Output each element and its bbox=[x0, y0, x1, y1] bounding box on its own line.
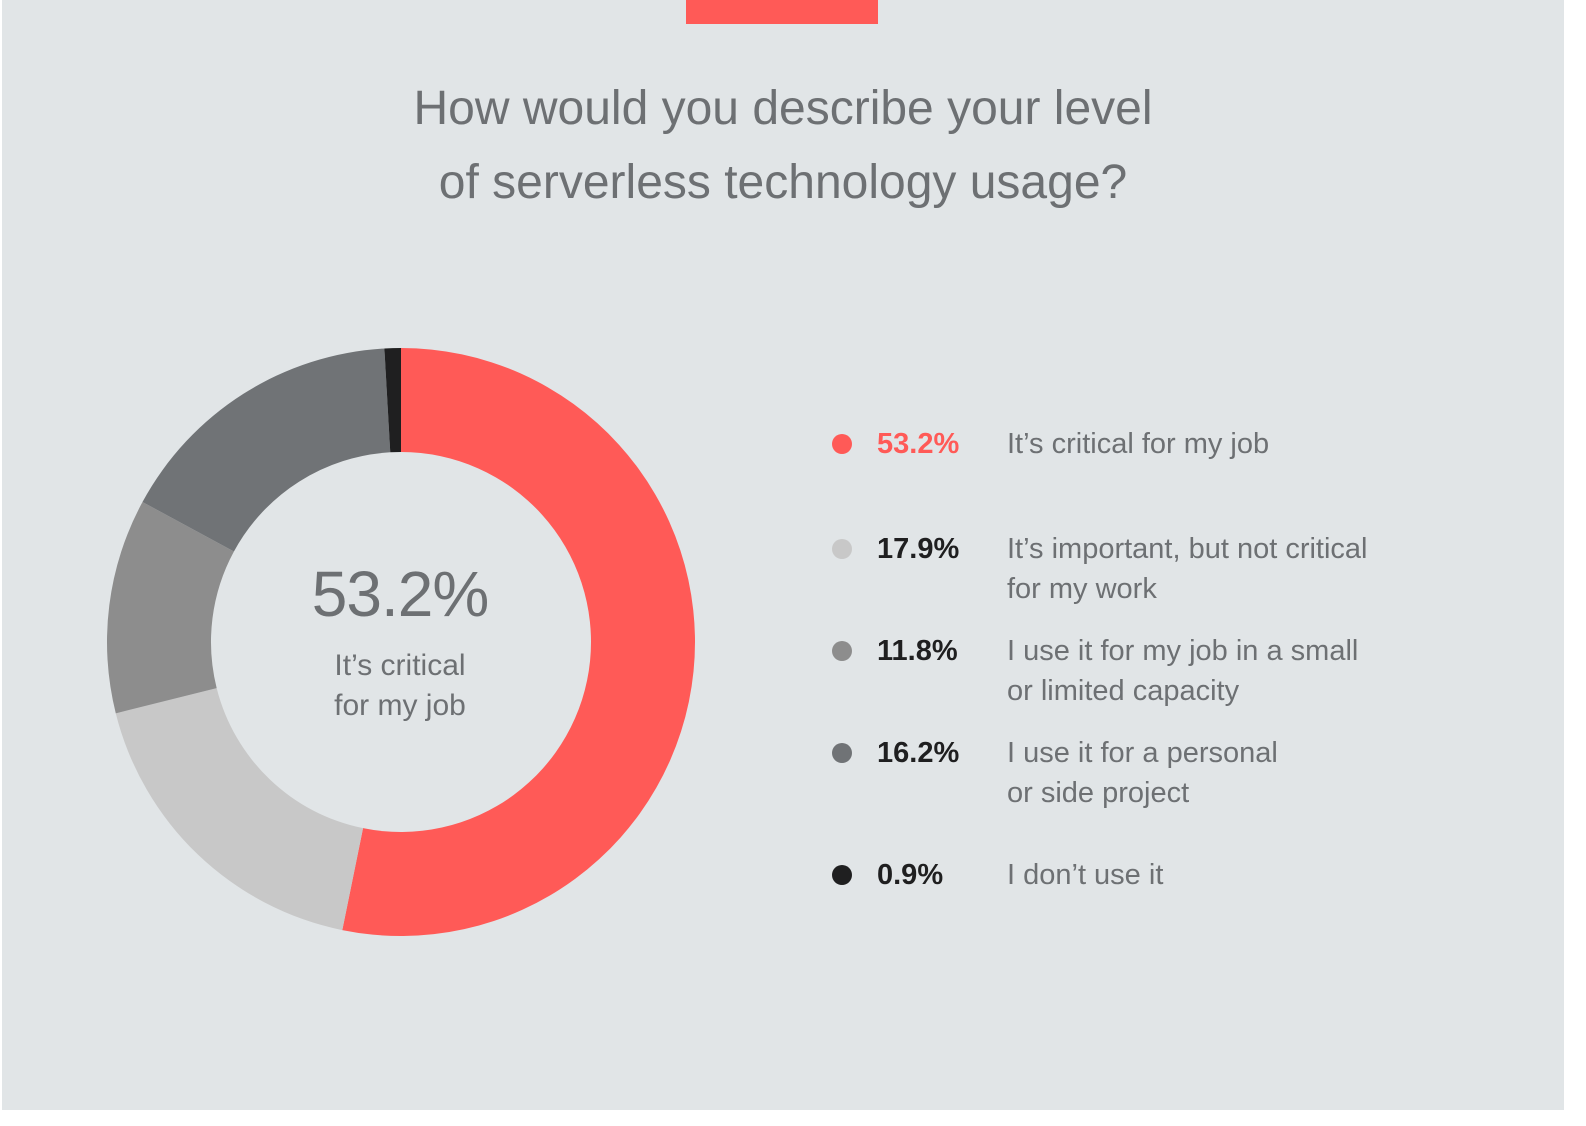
donut-center-value: 53.2% bbox=[311, 558, 489, 630]
chart-title-line-1: How would you describe your level bbox=[413, 82, 1153, 135]
donut-slices bbox=[107, 348, 696, 937]
legend-label-line: I use it for my job in a small bbox=[1007, 635, 1359, 667]
legend-pct-dont-use: 0.9% bbox=[877, 859, 944, 891]
donut-slice-limited bbox=[107, 501, 234, 714]
legend-label-important: It’s important, but not critical for my … bbox=[1007, 529, 1467, 609]
legend-label-line: for my work bbox=[1007, 573, 1157, 605]
legend-pct-personal: 16.2% bbox=[877, 737, 960, 769]
donut-center-label-line-1: It’s critical bbox=[334, 649, 466, 682]
legend-label-line: I don’t use it bbox=[1007, 859, 1164, 891]
donut-slice-critical bbox=[342, 348, 696, 937]
legend-dot-personal bbox=[832, 743, 852, 763]
legend-pct-critical: 53.2% bbox=[877, 428, 960, 460]
legend-pct-important: 17.9% bbox=[877, 533, 960, 565]
legend-label-line: It’s critical for my job bbox=[1007, 428, 1270, 460]
legend-pct-limited: 11.8% bbox=[877, 635, 958, 667]
legend-label-critical: It’s critical for my job bbox=[1007, 424, 1467, 464]
legend-label-line: I use it for a personal bbox=[1007, 737, 1278, 769]
donut-center-label-line-2: for my job bbox=[334, 689, 466, 722]
donut-slice-personal bbox=[142, 348, 391, 552]
legend-dot-limited bbox=[832, 641, 852, 661]
infographic-frame bbox=[2, 0, 1564, 1110]
chart-title: How would you describe your level of ser… bbox=[200, 72, 1366, 220]
legend-dot-dont-use bbox=[832, 865, 852, 885]
legend-label-dont-use: I don’t use it bbox=[1007, 855, 1467, 895]
legend-label-line: or limited capacity bbox=[1007, 675, 1240, 707]
legend-dot-critical bbox=[832, 434, 852, 454]
donut-slice-dont-use bbox=[384, 348, 401, 453]
legend-label-line: It’s important, but not critical bbox=[1007, 533, 1368, 565]
legend-dot-important bbox=[832, 539, 852, 559]
legend-label-line: or side project bbox=[1007, 777, 1190, 809]
legend-label-limited: I use it for my job in a small or limite… bbox=[1007, 631, 1467, 711]
chart-title-line-2: of serverless technology usage? bbox=[438, 156, 1128, 209]
donut-slice-important bbox=[115, 688, 364, 931]
accent-bar bbox=[686, 0, 878, 24]
legend-label-personal: I use it for a personal or side project bbox=[1007, 733, 1467, 813]
donut-center-label: It’s critical for my job bbox=[250, 646, 550, 726]
